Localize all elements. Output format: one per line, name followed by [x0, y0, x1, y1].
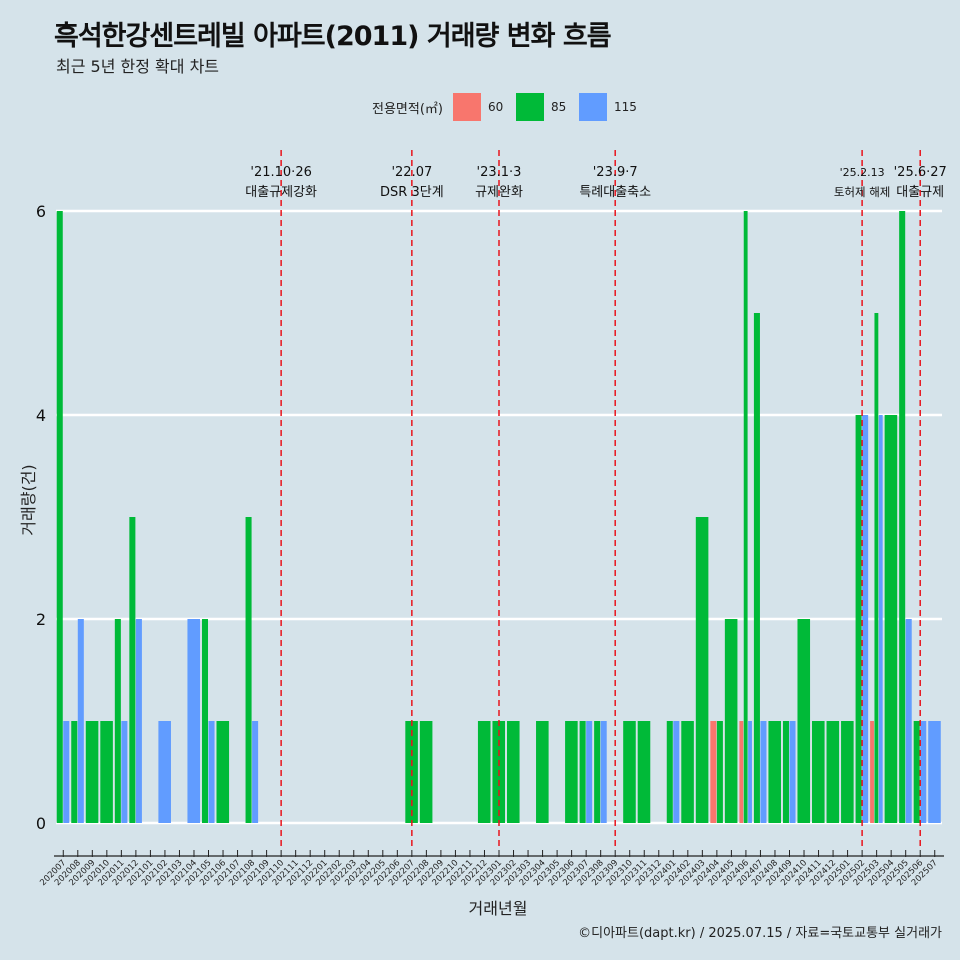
y-tick-label: 0: [36, 814, 46, 833]
bar-85-202505: [899, 211, 906, 823]
bar-60-202503: [870, 721, 874, 823]
bar-115-202308: [600, 721, 607, 823]
legend-label-85: 85: [550, 100, 567, 114]
bar-85-202404: [716, 721, 723, 823]
y-tick-label: 6: [36, 202, 46, 221]
page-title: 흑석한강센트레빌 아파트(2011) 거래량 변화 흐름: [54, 21, 612, 52]
bar-115-202503: [878, 415, 883, 823]
legend-swatch-85: [515, 93, 544, 121]
bar-85-202307: [579, 721, 586, 823]
page-subtitle: 최근 5년 한정 확대 차트: [56, 57, 220, 76]
bar-85-202008: [71, 721, 78, 823]
bar-115-202008: [77, 619, 84, 823]
event-date: '25.6·27: [894, 165, 947, 180]
bar-85-202007: [56, 211, 63, 823]
bar-115-202307: [586, 721, 593, 823]
event-label: 규제완화: [475, 185, 523, 200]
event-date: '21.10·26: [250, 165, 311, 180]
bar-85-202410: [797, 619, 811, 823]
bar-85-202408: [768, 721, 782, 823]
legend-label-60: 60: [487, 100, 504, 114]
bar-115-202007: [63, 721, 70, 823]
bar-115-202401: [673, 721, 680, 823]
bar-85-202212: [477, 721, 491, 823]
bar-85-202105: [201, 619, 209, 823]
bar-115-202104: [187, 619, 201, 823]
legend-swatch-60: [452, 93, 481, 121]
bar-85-202010: [100, 721, 113, 823]
caption: ©디아파트(dapt.kr) / 2025.07.15 / 자료=국토교통부 실…: [578, 926, 942, 941]
bar-85-202302: [506, 721, 520, 823]
event-date: '23.1·3: [477, 165, 522, 180]
bar-85-202405: [724, 619, 738, 823]
legend-item-60: 60: [452, 93, 506, 121]
y-tick-label: 4: [36, 406, 46, 425]
bar-85-202012: [129, 517, 136, 823]
bar-115-202506: [920, 721, 927, 823]
bar-85-202506: [913, 721, 920, 823]
bar-85-202108: [245, 517, 252, 823]
bar-115-202102: [158, 721, 171, 823]
bar-85-202407: [753, 313, 760, 823]
bars: [56, 211, 941, 823]
event-label: 대출규제강화: [245, 185, 317, 200]
bar-115-202407: [760, 721, 767, 823]
event-label: DSR 3단계: [380, 185, 444, 200]
bar-85-202208: [419, 721, 433, 823]
bar-85-202406: [743, 211, 748, 823]
bar-85-202402: [681, 721, 694, 823]
bar-115-202409: [789, 721, 796, 823]
event-label: 토허제 해제: [834, 185, 891, 199]
event-label: 대출규제: [896, 185, 944, 200]
bar-85-202409: [782, 721, 789, 823]
bar-85-202411: [812, 721, 825, 823]
bar-115-202011: [121, 721, 128, 823]
bar-85-202501: [841, 721, 854, 823]
bar-85-202308: [594, 721, 601, 823]
x-axis-label: 거래년월: [469, 899, 528, 918]
y-axis: 0 2 4 6: [36, 202, 46, 833]
bar-85-202310: [623, 721, 636, 823]
bar-85-202403: [695, 517, 709, 823]
bar-115-202105: [208, 721, 215, 823]
y-tick-label: 2: [36, 610, 46, 629]
event-lines: [280, 150, 921, 850]
bar-115-202507: [928, 721, 941, 823]
bar-85-202306: [565, 721, 578, 823]
event-annotations: '21.10·26 대출규제강화 '22.07 DSR 3단계 '23.1·3 규제완화 '…: [245, 165, 947, 200]
event-label: 특례대출축소: [579, 185, 651, 200]
bar-85-202311: [637, 721, 651, 823]
event-date: '25.2.13: [840, 166, 885, 179]
bar-85-202503: [874, 313, 879, 823]
legend: 전용면적(㎡) 60 85 115: [372, 92, 647, 122]
y-axis-label: 거래량(건): [19, 464, 38, 535]
bar-85-202106: [216, 721, 230, 823]
event-date: '22.07: [391, 165, 432, 180]
legend-title: 전용면적(㎡): [372, 101, 443, 117]
x-axis: 2020072020082020092020102020112020122021…: [38, 850, 944, 888]
bar-85-202011: [114, 619, 121, 823]
legend-item-115: 115: [578, 93, 637, 121]
legend-swatch-115: [578, 93, 607, 121]
bar-115-202406: [748, 721, 752, 823]
bar-115-202108: [252, 721, 259, 823]
bar-60-202406: [739, 721, 744, 823]
legend-item-85: 85: [515, 93, 569, 121]
legend-label-115: 115: [613, 100, 637, 114]
bar-85-202412: [826, 721, 840, 823]
bar-115-202502: [862, 415, 869, 823]
bar-115-202505: [905, 619, 912, 823]
bar-85-202009: [85, 721, 99, 823]
event-date: '23.9·7: [593, 165, 638, 180]
bar-85-202504: [884, 415, 898, 823]
bar-85-202401: [666, 721, 673, 823]
bar-115-202012: [135, 619, 142, 823]
bar-85-202502: [855, 415, 862, 823]
bar-85-202304: [536, 721, 549, 823]
bar-60-202404: [710, 721, 717, 823]
